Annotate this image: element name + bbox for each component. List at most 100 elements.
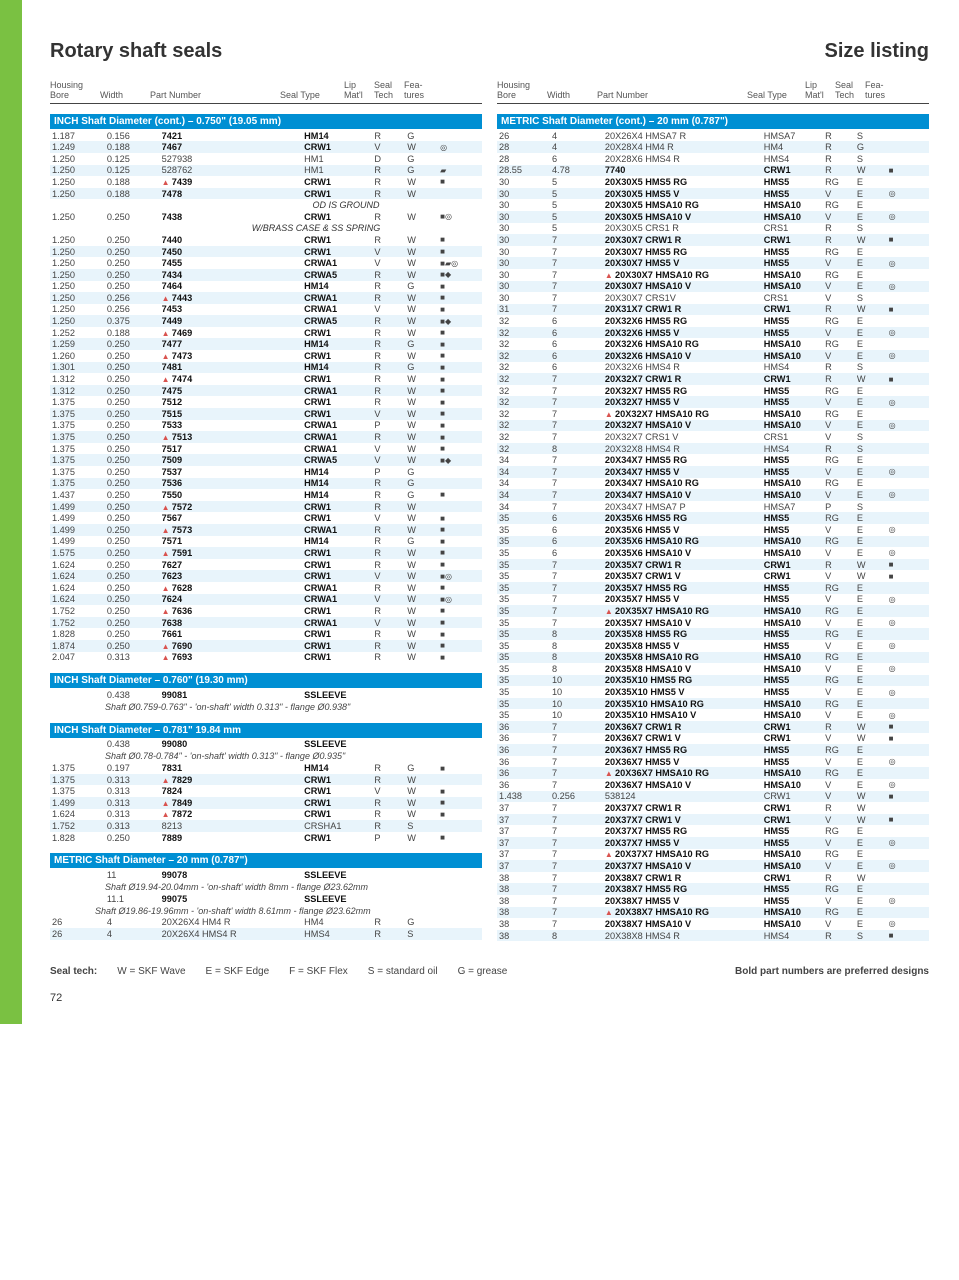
title-right: Size listing (825, 40, 929, 63)
table-row: 38820X38X8 HMS4 RHMS4RS■ (497, 930, 929, 942)
table-row: 1.2500.3757449CRWA5RW■◆ (50, 315, 482, 327)
table-inch-cont3: 1.2500.2507440CRW1RW■1.2500.2507450CRW1V… (50, 234, 482, 663)
table-row: 36720X36X7 HMS5 RGHMS5RGE (497, 744, 929, 756)
table-row: 35720X35X7 CRW1 VCRW1VW■ (497, 570, 929, 582)
table-row: 1.2500.256▲ 7443CRWA1RW■ (50, 292, 482, 304)
section-inch-781: INCH Shaft Diameter – 0.781" 19.84 mm (50, 723, 482, 738)
table-row: 351020X35X10 HMSA10 VHMSA10VE◎ (497, 709, 929, 721)
legend-g: G = grease (458, 966, 508, 977)
table-row: 30520X30X5 CRS1 RCRS1RS (497, 223, 929, 235)
legend-label: Seal tech: (50, 966, 97, 977)
table-row: 37720X37X7 HMS5 VHMS5VE◎ (497, 837, 929, 849)
table-row: 1.3120.2507475CRWA1RW■ (50, 385, 482, 397)
table-row: 31720X31X7 CRW1 RCRW1RW■ (497, 304, 929, 316)
table-row: 28420X28X4 HM4 RHM4RG (497, 141, 929, 153)
right-col-header: HousingBore Width Part Number Seal Type … (497, 81, 929, 104)
table-row: 1.2500.1887478CRW1RW (50, 188, 482, 200)
table-row: 1.7520.3138213CRSHA1RS (50, 820, 482, 832)
table-row: 1.4380.256538124CRW1VW■ (497, 791, 929, 803)
section-metric-cont: METRIC Shaft Diameter (cont.) – 20 mm (0… (497, 114, 929, 129)
table-row: 1.3750.313▲ 7829CRW1RW (50, 774, 482, 786)
table-row: 35620X35X6 HMSA10 VHMSA10VE◎ (497, 547, 929, 559)
table-row: 35720X35X7 HMS5 RGHMS5RGE (497, 582, 929, 594)
table-row: 1.3750.1977831HM14RG■ (50, 762, 482, 774)
table-row: 1.6240.2507623CRW1VW■◎ (50, 570, 482, 582)
table-row: 1.4990.250▲ 7573CRWA1RW■ (50, 524, 482, 536)
table-row: 1.3750.2507536HM14RG (50, 478, 482, 490)
table-right: 26420X26X4 HMSA7 RHMSA7RS28420X28X4 HM4 … (497, 130, 929, 942)
table-row: 35620X35X6 HMS5 VHMS5VE◎ (497, 524, 929, 536)
section-inch-cont: INCH Shaft Diameter (cont.) – 0.750" (19… (50, 114, 482, 129)
table-row: 387▲ 20X38X7 HMSA10 RGHMSA10RGE (497, 907, 929, 919)
table-row: 30720X30X7 CRS1VCRS1VS (497, 292, 929, 304)
left-col-header: HousingBore Width Part Number Seal Type … (50, 81, 482, 104)
table-row: 28620X28X6 HMS4 RHMS4RS (497, 153, 929, 165)
table-row: 11.199075SSLEEVE (50, 893, 482, 905)
legend-w: W = SKF Wave (117, 966, 185, 977)
table-row: 1.8280.2507661CRW1RW■ (50, 628, 482, 640)
table-row: 34720X34X7 HMSA10 RGHMSA10RGE (497, 478, 929, 490)
table-row: 30520X30X5 HMS5 VHMS5VE◎ (497, 188, 929, 200)
table-row: 367▲ 20X36X7 HMSA10 RGHMSA10RGE (497, 767, 929, 779)
table-row: 34720X34X7 HMSA10 VHMSA10VE◎ (497, 489, 929, 501)
right-column: HousingBore Width Part Number Seal Type … (497, 81, 929, 941)
note-m20b: Shaft Ø19.86-19.96mm - 'on-shaft' width … (50, 905, 482, 917)
table-row: 0.43899080SSLEEVE (50, 739, 482, 751)
table-row: 327▲ 20X32X7 HMSA10 RGHMSA10RGE (497, 408, 929, 420)
table-row: 38720X38X7 HMS5 VHMS5VE◎ (497, 895, 929, 907)
table-row: 1.3750.2507517CRWA1VW■ (50, 443, 482, 455)
table-row: 32820X32X8 HMS4 RHMS4RS (497, 443, 929, 455)
table-row: 1.3750.2507509CRWA5VW■◆ (50, 454, 482, 466)
table-row: 35820X35X8 HMS5 VHMS5VE◎ (497, 640, 929, 652)
table-row: 1.2500.188▲ 7439CRW1RW■ (50, 176, 482, 188)
legend-right: Bold part numbers are preferred designs (735, 966, 929, 977)
legend-f: F = SKF Flex (289, 966, 348, 977)
table-row: 37720X37X7 CRW1 VCRW1VW■ (497, 814, 929, 826)
table-metric-a: 1199078SSLEEVE (50, 869, 482, 881)
table-row: 2.0470.313▲ 7693CRW1RW■ (50, 652, 482, 664)
table-row: 32720X32X7 HMS5 RGHMS5RGE (497, 385, 929, 397)
table-row: 1.8280.2507889CRW1PW■ (50, 832, 482, 844)
table-row: 38720X38X7 HMS5 RGHMS5RGE (497, 883, 929, 895)
table-row: 30520X30X5 HMSA10 VHMSA10VE◎ (497, 211, 929, 223)
table-row: 1.2520.188▲ 7469CRW1RW■ (50, 327, 482, 339)
table-row: 35620X35X6 HMS5 RGHMS5RGE (497, 512, 929, 524)
table-row: 1.2500.2507438CRW1RW■◎ (50, 211, 482, 223)
table-row: 32720X32X7 HMSA10 VHMSA10VE◎ (497, 420, 929, 432)
table-row: 35720X35X7 HMS5 VHMS5VE◎ (497, 594, 929, 606)
table-row: 1.2500.2507434CRWA5RW■◆ (50, 269, 482, 281)
table-row: 1.4990.313▲ 7849CRW1RW■ (50, 797, 482, 809)
table-row: 38720X38X7 HMSA10 VHMSA10VE◎ (497, 918, 929, 930)
note-brass: W/BRASS CASE & SS SPRING (152, 223, 381, 233)
table-row: 1.2600.250▲ 7473CRW1RW■ (50, 350, 482, 362)
table-row: 1.4370.2507550HM14RG■ (50, 489, 482, 501)
table-row: 1.3750.2507512CRW1RW■ (50, 396, 482, 408)
table-row: 30720X30X7 CRW1 RCRW1RW■ (497, 234, 929, 246)
table-row: 1.6240.2507624CRWA1VW■◎ (50, 594, 482, 606)
table-781b: 1.3750.1977831HM14RG■1.3750.313▲ 7829CRW… (50, 762, 482, 843)
table-row: 36720X36X7 HMS5 VHMS5VE◎ (497, 756, 929, 768)
table-row: 1.2500.125527938HM1DG (50, 153, 482, 165)
table-row: 1.3750.2507515CRW1VW■ (50, 408, 482, 420)
section-metric-20: METRIC Shaft Diameter – 20 mm (0.787") (50, 853, 482, 868)
table-row: 307▲ 20X30X7 HMSA10 RGHMSA10RGE (497, 269, 929, 281)
table-760: 0.43899081SSLEEVE (50, 689, 482, 701)
table-row: 1.7520.2507638CRWA1VW■ (50, 617, 482, 629)
table-row: 26420X26X4 HMSA7 RHMSA7RS (497, 130, 929, 142)
table-row: 35820X35X8 HMSA10 RGHMSA10RGE (497, 652, 929, 664)
page-number: 72 (50, 992, 929, 1004)
table-row: 36720X36X7 HMSA10 VHMSA10VE◎ (497, 779, 929, 791)
table-inch-cont: 1.1870.1567421HM14RG1.2490.1887467CRW1VW… (50, 130, 482, 200)
table-row: 34720X34X7 HMS5 VHMS5VE◎ (497, 466, 929, 478)
table-row: 34720X34X7 HMS5 RGHMS5RGE (497, 454, 929, 466)
columns-container: HousingBore Width Part Number Seal Type … (50, 81, 929, 941)
table-row: 1.6240.250▲ 7628CRWA1RW■ (50, 582, 482, 594)
table-metric-c: 26420X26X4 HM4 RHM4RG26420X26X4 HMS4 RHM… (50, 917, 482, 940)
table-row: 1.2490.1887467CRW1VW◎ (50, 141, 482, 153)
legend-e: E = SKF Edge (206, 966, 270, 977)
table-row: 1.8740.250▲ 7690CRW1RW■ (50, 640, 482, 652)
note-od-ground: OD IS GROUND (152, 200, 379, 210)
table-row: 1.4990.250▲ 7572CRW1RW (50, 501, 482, 513)
table-row: 32620X32X6 HMS4 RHMS4RS (497, 362, 929, 374)
table-row: 30520X30X5 HMSA10 RGHMSA10RGE (497, 199, 929, 211)
